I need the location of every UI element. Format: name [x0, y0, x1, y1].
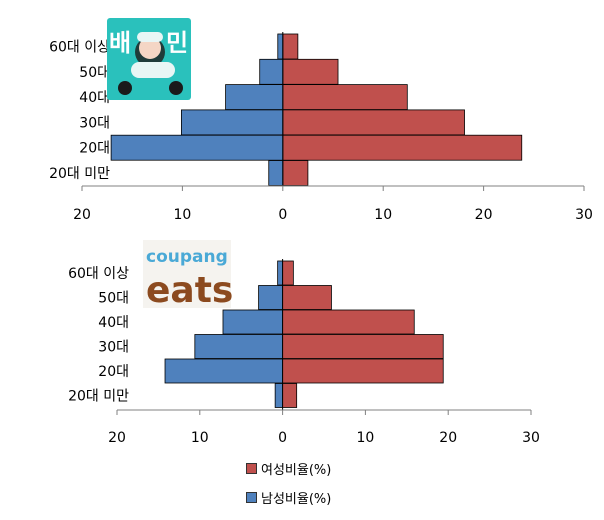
c1-category-label-0: 20대 미만 — [49, 166, 110, 182]
c1-x-tick-label-3: 10 — [374, 207, 392, 223]
c1-male-bar-3 — [225, 84, 284, 110]
c1-x-tick-label-4: 20 — [475, 207, 493, 223]
chart1-axis: 20대 미만 20대 30대 40대 50대 60대 이상 20 10 0 10 20 30 — [49, 32, 593, 223]
chart2-axis: 20대 미만 20대 30대 40대 50대 60대 이상 20 10 0 10 20 30 — [68, 259, 540, 446]
male-swatch — [246, 492, 257, 503]
c2-x-tick-label-5: 30 — [522, 430, 540, 446]
legend-label-female: 여성비율(%) — [261, 463, 332, 478]
c2-male-bar-0 — [274, 383, 284, 408]
baemin-logo-char2: 민 — [166, 29, 188, 57]
c2-category-label-1: 20대 — [98, 364, 129, 380]
c2-category-label-4: 50대 — [98, 291, 129, 307]
baemin-logo-char1: 배 — [109, 29, 131, 57]
baemin-logo: 배 민 — [107, 18, 191, 100]
c2-female-bar-1 — [282, 358, 444, 384]
eats-logo-text: eats — [146, 270, 233, 311]
c1-male-bar-1 — [110, 134, 284, 161]
c1-x-tick-label-5: 30 — [575, 207, 593, 223]
c1-male-bar-0 — [268, 160, 284, 186]
c1-female-bar-1 — [282, 134, 523, 161]
baemin-age-chart: 20대 미만 20대 30대 40대 50대 60대 이상 20 10 0 10 20 30 배 민 — [49, 18, 593, 223]
legend-item-female: 여성비율(%) — [246, 459, 331, 478]
c2-female-bar-3 — [282, 309, 415, 335]
c1-male-bar-5 — [277, 33, 284, 60]
c2-male-bar-4 — [258, 285, 284, 310]
c1-female-bar-2 — [282, 109, 465, 136]
c1-category-label-1: 20대 — [79, 141, 110, 157]
c1-female-bar-0 — [282, 160, 309, 186]
coupang-logo-text: coupang — [146, 247, 228, 267]
c2-category-label-5: 60대 이상 — [68, 266, 129, 282]
c2-female-bar-0 — [282, 383, 298, 408]
c1-male-bar-2 — [180, 109, 284, 136]
c1-category-label-5: 60대 이상 — [49, 40, 110, 56]
c1-category-label-4: 50대 — [79, 65, 110, 81]
c2-x-tick-label-2: 0 — [278, 430, 287, 446]
legend-label-male: 남성비율(%) — [261, 492, 332, 507]
c1-female-bar-5 — [282, 33, 299, 60]
c2-x-tick-label-0: 20 — [108, 430, 126, 446]
c2-x-tick-label-4: 20 — [439, 430, 457, 446]
c1-male-bar-4 — [259, 58, 284, 85]
c2-female-bar-4 — [282, 285, 332, 310]
c1-x-tick-label-0: 20 — [73, 207, 91, 223]
c1-x-tick-label-1: 10 — [173, 207, 191, 223]
c2-category-label-3: 40대 — [98, 315, 129, 331]
coupang-eats-age-chart: 20대 미만 20대 30대 40대 50대 60대 이상 20 10 0 10 20 30 coup… — [68, 240, 540, 446]
legend-item-male: 남성비율(%) — [246, 488, 331, 507]
chart1-bars — [110, 33, 523, 186]
c2-female-bar-2 — [282, 334, 444, 359]
chart2-bars — [164, 260, 444, 408]
c2-male-bar-2 — [194, 334, 283, 359]
c1-female-bar-3 — [282, 84, 408, 110]
female-swatch — [246, 463, 257, 474]
coupang-eats-logo: coupang eats — [143, 240, 233, 311]
c2-male-bar-5 — [277, 260, 283, 286]
c2-category-label-0: 20대 미만 — [68, 389, 129, 405]
c2-x-tick-label-1: 10 — [191, 430, 209, 446]
c2-x-tick-label-3: 10 — [356, 430, 374, 446]
c1-category-label-3: 40대 — [79, 90, 110, 106]
c2-female-bar-5 — [282, 260, 294, 286]
c2-male-bar-3 — [222, 309, 283, 335]
c1-female-bar-4 — [282, 58, 339, 85]
c1-category-label-2: 30대 — [79, 115, 110, 131]
c2-category-label-2: 30대 — [98, 340, 129, 356]
c2-male-bar-1 — [164, 358, 283, 384]
c1-x-tick-label-2: 0 — [278, 207, 287, 223]
